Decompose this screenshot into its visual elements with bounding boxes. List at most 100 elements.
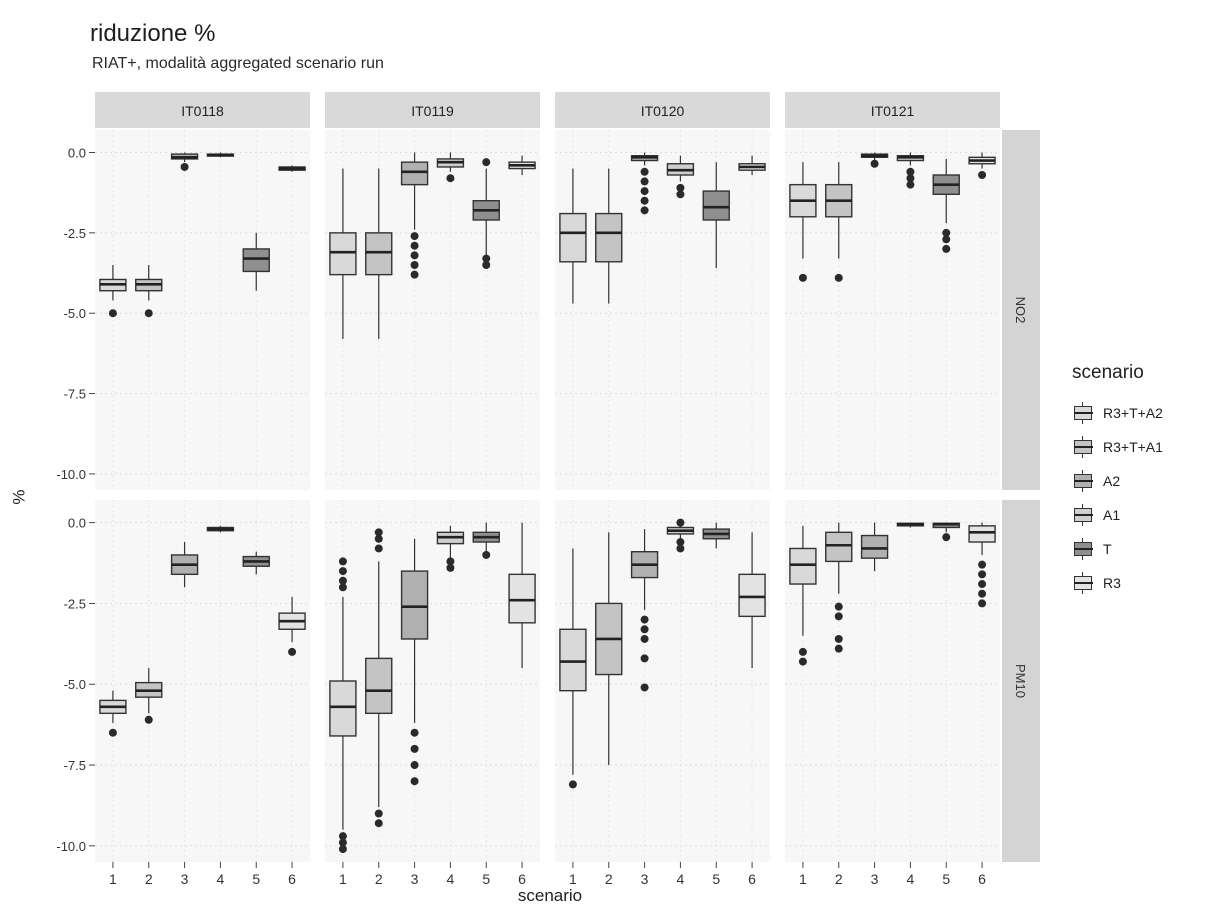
legend-key <box>1072 436 1094 458</box>
facet-strip-it0118 <box>95 92 310 128</box>
y-tick-label: -7.5 <box>64 387 86 402</box>
outlier-point <box>942 244 951 253</box>
outlier-point <box>640 615 649 624</box>
box <box>825 531 853 563</box>
outlier-point <box>978 580 987 589</box>
outlier-point <box>834 644 843 653</box>
y-tick-label: 0.0 <box>68 516 86 531</box>
y-tick-label: -10.0 <box>56 467 86 482</box>
x-tick-label: 1 <box>799 871 807 887</box>
y-tick-label: -7.5 <box>64 758 86 773</box>
x-tick-label: 6 <box>518 871 526 887</box>
outlier-point <box>374 544 383 553</box>
outlier-point <box>108 309 117 318</box>
x-tick-label: 6 <box>288 871 296 887</box>
outlier-point <box>410 744 419 753</box>
y-tick-label: -2.5 <box>64 226 86 241</box>
box <box>789 547 817 585</box>
panel-background <box>785 500 1000 862</box>
facet-label-it0120: IT0120 <box>641 103 685 119</box>
outlier-point <box>640 634 649 643</box>
x-tick-label: 6 <box>748 871 756 887</box>
outlier-point <box>834 273 843 282</box>
legend-item: R3+T+A2 <box>1072 396 1163 430</box>
panel-background <box>325 130 540 490</box>
outlier-point <box>798 657 807 666</box>
box <box>365 657 393 715</box>
outlier-point <box>446 557 455 566</box>
box <box>242 248 270 273</box>
outlier-point <box>676 190 685 199</box>
x-tick-label: 2 <box>605 871 613 887</box>
outlier-point <box>338 567 347 576</box>
outlier-point <box>978 171 987 179</box>
outlier-point <box>798 647 807 656</box>
legend-label: A2 <box>1103 473 1121 489</box>
outlier-point <box>338 583 347 592</box>
panel-background <box>95 130 310 490</box>
facet-strip-no2 <box>1002 130 1040 490</box>
outlier-point <box>942 235 951 244</box>
outlier-point <box>482 550 491 559</box>
box <box>559 628 587 692</box>
legend-key <box>1072 572 1094 594</box>
outlier-point <box>144 309 153 318</box>
outlier-point <box>374 819 383 828</box>
box <box>365 232 393 276</box>
outlier-point <box>374 528 383 537</box>
outlier-point <box>338 557 347 566</box>
x-tick-label: 1 <box>339 871 347 887</box>
legend-item: R3 <box>1072 566 1163 600</box>
outlier-point <box>410 777 419 786</box>
legend-key <box>1072 402 1094 424</box>
y-axis-title: % <box>9 489 29 505</box>
outlier-point <box>482 261 491 269</box>
y-tick-label: -2.5 <box>64 596 86 611</box>
box <box>508 573 536 624</box>
x-tick-label: 2 <box>835 871 843 887</box>
chart-title: riduzione % <box>90 20 216 47</box>
outlier-point <box>568 780 577 789</box>
box <box>400 570 429 640</box>
outlier-point <box>446 563 455 572</box>
panel-background <box>95 500 310 862</box>
x-tick-label: 2 <box>145 871 153 887</box>
outlier-point <box>374 534 383 543</box>
legend-key <box>1072 538 1094 560</box>
outlier-point <box>338 838 347 847</box>
box <box>702 190 730 221</box>
outlier-point <box>482 254 491 263</box>
outlier-point <box>676 538 685 547</box>
x-tick-label: 5 <box>712 871 720 887</box>
x-tick-label: 4 <box>447 871 455 887</box>
facet-label-it0121: IT0121 <box>871 103 915 119</box>
legend-item: T <box>1072 532 1163 566</box>
facet-label-pm10: PM10 <box>1013 664 1028 698</box>
outlier-point <box>410 270 419 279</box>
outlier-point <box>640 683 649 692</box>
y-tick-label: -5.0 <box>64 677 86 692</box>
outlier-point <box>288 647 297 656</box>
panel-background <box>325 500 540 862</box>
outlier-point <box>640 654 649 663</box>
outlier-point <box>640 167 649 176</box>
chart-subtitle: RIAT+, modalità aggregated scenario run <box>92 55 384 72</box>
facet-label-no2: NO2 <box>1013 297 1028 324</box>
outlier-point <box>640 196 649 205</box>
facet-label-it0119: IT0119 <box>411 103 454 119</box>
outlier-point <box>410 241 419 250</box>
panel-background <box>555 500 770 862</box>
legend-key <box>1072 504 1094 526</box>
box <box>329 232 357 276</box>
outlier-point <box>906 174 915 183</box>
legend-label: R3 <box>1103 575 1121 591</box>
box <box>595 212 623 263</box>
x-tick-label: 3 <box>411 871 419 887</box>
legend-label: A1 <box>1103 507 1121 523</box>
outlier-point <box>640 206 649 215</box>
legend-title: scenario <box>1072 362 1144 383</box>
outlier-point <box>410 761 419 770</box>
x-tick-label: 4 <box>217 871 225 887</box>
facet-strip-pm10 <box>1002 500 1040 862</box>
